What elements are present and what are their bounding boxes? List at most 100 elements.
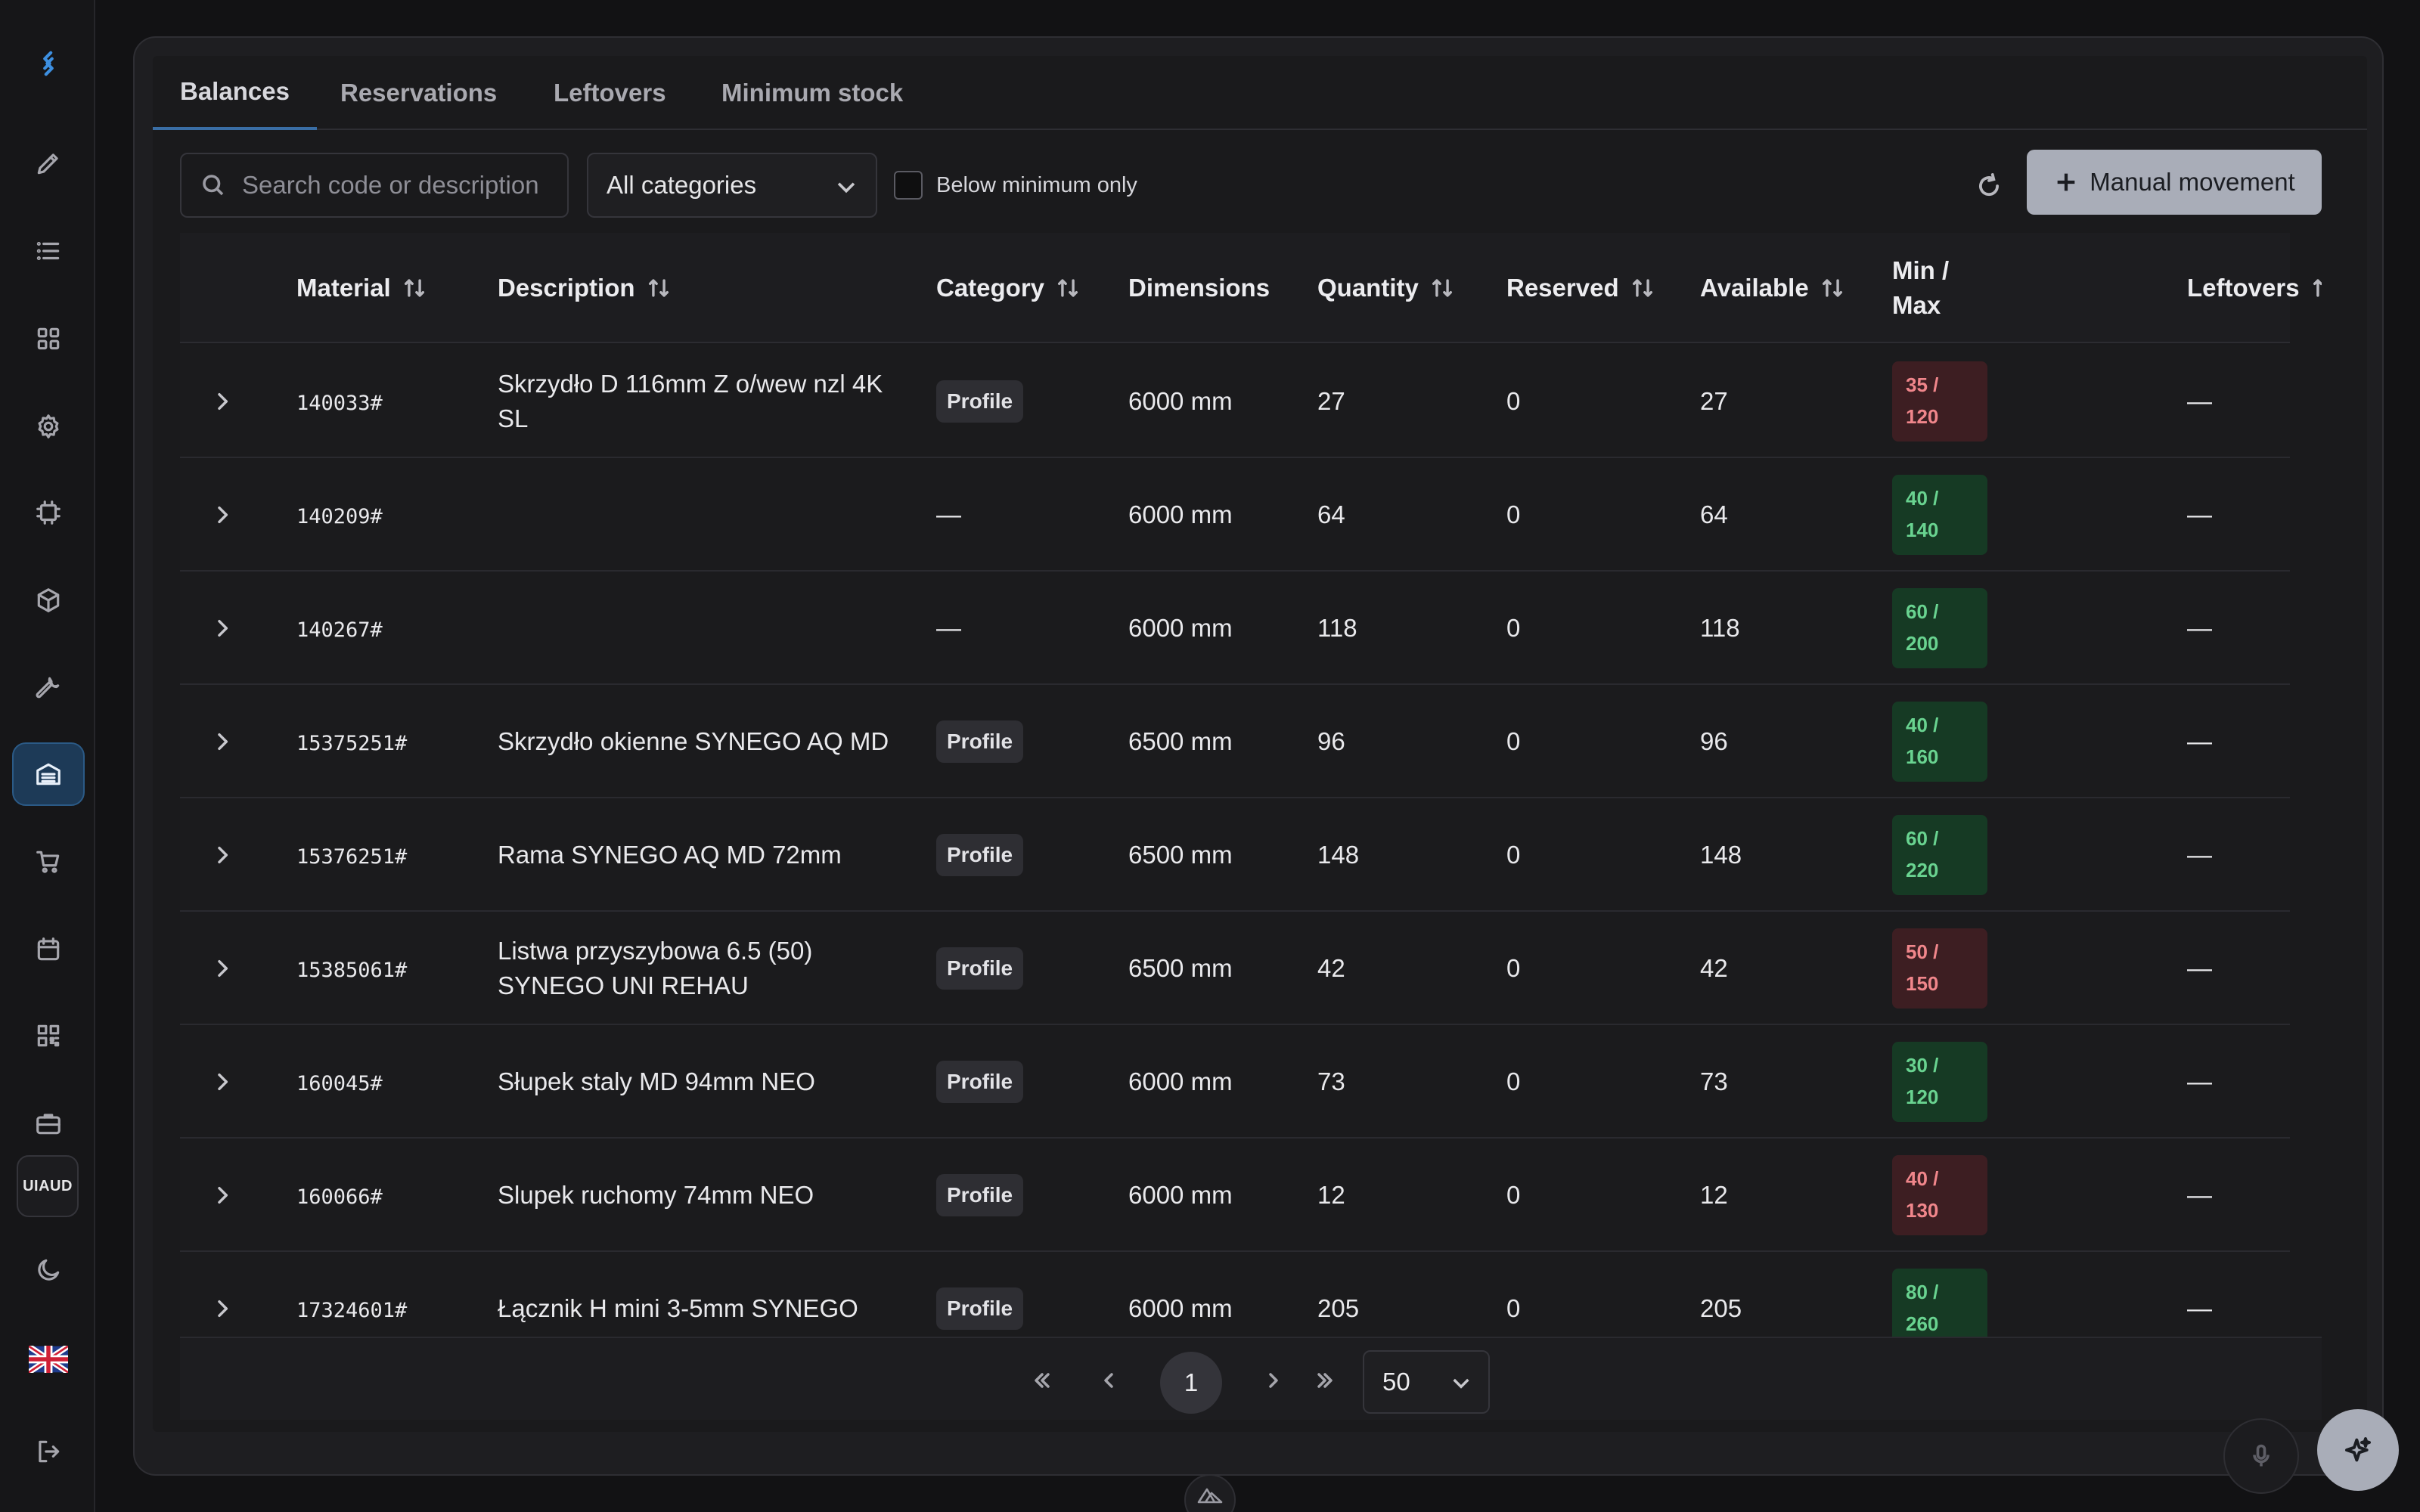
manual-movement-button[interactable]: Manual movement [2027,150,2322,215]
main-panel: Balances Reservations Leftovers Minimum … [133,36,2384,1476]
min-max-badge: 80 / 260 [1892,1269,1987,1337]
cube-icon[interactable] [12,569,85,632]
chevrons-right-icon [1317,1373,1333,1388]
min-max-badge: 40 / 160 [1892,702,1987,782]
dimensions-value: 6000 mm [1128,387,1233,415]
quantity-value: 27 [1317,387,1345,415]
expand-row-button[interactable] [210,798,234,912]
tab-leftovers[interactable]: Leftovers [554,79,666,107]
material-description: Łącznik H mini 3-5mm SYNEGO [498,1294,858,1322]
logout-icon[interactable] [12,1420,85,1483]
page-size-select[interactable]: 50 [1363,1350,1490,1414]
expand-row-button[interactable] [210,1252,234,1337]
expand-row-button[interactable] [210,1025,234,1139]
min-max-cell: 40 / 160 [1892,685,1987,798]
col-description[interactable]: Description [498,233,672,343]
available-value: 205 [1700,1294,1742,1322]
voice-button[interactable] [2223,1418,2299,1494]
max-value: 140 [1906,519,1939,541]
first-page-button[interactable] [1013,1352,1071,1409]
expand-row-button[interactable] [210,458,234,572]
col-material[interactable]: Material [296,233,427,343]
qr-code-icon[interactable] [12,1004,85,1067]
expand-row-button[interactable] [210,685,234,798]
dimensions-value: 6500 mm [1128,841,1233,869]
expand-row-button[interactable] [210,345,234,458]
reserved-value: 0 [1506,614,1521,642]
pencil-icon[interactable] [12,132,85,195]
ai-assistant-button[interactable] [2317,1409,2399,1491]
moon-icon[interactable] [12,1238,85,1302]
leftovers-value: — [2187,954,2212,982]
chevron-right-icon [1269,1373,1278,1388]
uk-flag-icon[interactable] [12,1328,85,1391]
col-dimensions: Dimensions [1128,274,1270,302]
col-min-max: Min / Max [1892,256,1950,319]
search-icon [203,175,224,196]
chevron-right-icon [218,619,228,637]
search-input[interactable] [242,171,560,200]
col-leftovers[interactable]: Leftovers [2187,233,2322,343]
sort-icon [1432,279,1452,297]
grid-icon[interactable] [12,307,85,370]
min-max-cell: 50 / 150 [1892,912,1987,1025]
col-quantity[interactable]: Quantity [1317,233,1455,343]
col-reserved[interactable]: Reserved [1506,233,1655,343]
available-value: 64 [1700,500,1728,528]
max-value: 160 [1906,745,1939,768]
search-box [180,153,569,218]
briefcase-icon[interactable] [12,1092,85,1155]
min-max-cell: 60 / 220 [1892,798,1987,912]
prev-page-button[interactable] [1080,1352,1137,1409]
last-page-button[interactable] [1296,1352,1354,1409]
category-select[interactable]: All categories [587,153,877,218]
sort-icon [1822,279,1842,297]
reserved-value: 0 [1506,727,1521,755]
user-badge[interactable]: UIAUD [17,1155,79,1217]
expand-row-button[interactable] [210,572,234,685]
expand-row-button[interactable] [210,1139,234,1252]
category-cell: Profile [936,1025,1024,1139]
warehouse-icon[interactable] [12,742,85,806]
min-max-badge: 40 / 130 [1892,1155,1987,1235]
min-max-cell: 60 / 200 [1892,572,1987,685]
dimensions-value: 6000 mm [1128,500,1233,528]
sidebar: UIAUD [0,0,95,1512]
max-value: 120 [1906,405,1939,428]
expand-row-button[interactable] [210,912,234,1025]
col-category[interactable]: Category [936,233,1081,343]
max-value: 200 [1906,632,1939,655]
quantity-value: 73 [1317,1067,1345,1095]
material-description: Listwa przyszybowa 6.5 (50) SYNEGO UNI R… [498,937,813,999]
min-max-badge: 40 / 140 [1892,475,1987,555]
app-logo-icon[interactable] [12,32,85,95]
dimensions-value: 6500 mm [1128,954,1233,982]
tab-minimum-stock[interactable]: Minimum stock [721,79,904,107]
chevron-right-icon [218,959,228,978]
min-max-cell: 30 / 120 [1892,1025,1987,1139]
stock-table: Material Description Category Dimensions… [180,233,2322,1337]
chip-icon[interactable] [12,481,85,544]
category-cell: Profile [936,798,1024,912]
below-minimum-filter[interactable]: Below minimum only [894,169,1137,201]
col-available[interactable]: Available [1700,233,1845,343]
cart-icon[interactable] [12,830,85,894]
max-value: 130 [1906,1199,1939,1222]
tab-reservations[interactable]: Reservations [340,79,498,107]
list-icon[interactable] [12,219,85,283]
gear-icon[interactable] [12,395,85,458]
table-row: 140209# — 6000 mm 64 0 64 40 / 140 — [180,458,2290,572]
refresh-button[interactable] [1971,168,2007,204]
min-max-badge: 35 / 120 [1892,361,1987,442]
devtools-logo-icon[interactable] [1184,1474,1236,1512]
reserved-value: 0 [1506,1294,1521,1322]
calendar-icon[interactable] [12,918,85,981]
tab-balances[interactable]: Balances [153,56,317,130]
quantity-value: 64 [1317,500,1345,528]
category-badge: Profile [936,834,1024,876]
wrench-icon[interactable] [12,656,85,720]
below-minimum-checkbox[interactable] [894,171,923,200]
current-page-button[interactable]: 1 [1160,1352,1222,1414]
next-page-button[interactable] [1245,1352,1302,1409]
min-max-cell: 80 / 260 [1892,1252,1987,1337]
